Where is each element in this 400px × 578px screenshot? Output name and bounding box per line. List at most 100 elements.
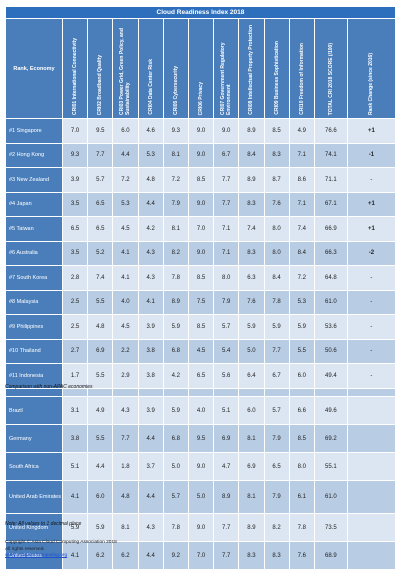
score-cell: 8.1 [112,513,139,542]
score-cell: 4.4 [137,480,164,514]
score-cell: 6.8 [162,338,189,364]
column-header: CRI07 Government Regulatory Environment [213,18,240,119]
total-score-cell: 49.4 [313,363,348,389]
score-cell: 4.6 [137,118,164,144]
column-header: CRI03 Power Grid, Green Policy, and Sust… [112,18,139,119]
footer: Copyright © Asia Cloud Computing Associa… [5,540,117,560]
rank-change-cell-empty [346,452,396,481]
row-economy: #11 Indonesia [5,363,63,389]
score-cell: 4.0 [187,396,215,425]
table-row: #7 South Korea 2.8 7.4 4.1 4.3 7.8 8.5 8.0 6.3 8.… [5,265,396,291]
score-cell: 6.0 [288,363,315,389]
column-header-label: CRI04 Data Center Risk [147,59,154,115]
row-economy: #10 Thailand [5,338,63,364]
score-cell: 7.5 [187,289,215,315]
column-header-label: CRI07 Government Regulatory Environment [220,42,233,115]
total-score-cell: 66.3 [313,240,348,266]
score-cell: 7.0 [187,541,215,570]
score-cell: 4.1 [112,240,139,266]
score-cell: 8.5 [288,424,315,453]
score-cell: 4.5 [112,314,139,340]
score-cell: 7.8 [263,289,290,315]
score-cell: 8.4 [238,142,265,168]
score-cell: 8.4 [263,265,290,291]
score-cell: 8.1 [162,216,189,242]
score-cell: 8.1 [238,480,265,514]
rank-change-cell: -1 [346,142,396,168]
score-cell: 7.4 [288,216,315,242]
column-header: CRI08 Intellectual Property Protection [238,18,265,119]
score-cell: 8.5 [187,265,215,291]
score-cell: 5.5 [87,289,114,315]
score-cell: 4.5 [112,216,139,242]
score-cell: 8.5 [187,314,215,340]
score-cell: 8.1 [238,424,265,453]
total-score-cell: 50.6 [313,338,348,364]
score-cell: 7.4 [238,216,265,242]
column-header: TOTAL CRI 2018 SCORE (/100) [313,18,348,119]
column-header-label: CRI01 International Connectivity [72,38,79,115]
score-cell: 5.7 [162,480,189,514]
table-row: #2 Hong Kong 9.3 7.7 4.4 5.3 8.1 9.0 6.7 8.4 8.3 7… [5,142,396,168]
score-cell: 2.9 [112,363,139,389]
score-cell: 7.8 [288,513,315,542]
score-cell: 6.9 [87,338,114,364]
score-cell: 5.3 [137,142,164,168]
column-header: Rank Change (since 2016) [346,18,396,119]
column-header-label: CRI10 Freedom of Information [298,43,305,115]
header-row: Rank, Economy CRI01 International Connec… [5,18,396,119]
total-score-cell: 71.1 [313,167,348,193]
comparison-row: United Arab Emirates 4.1 6.0 4.8 4.4 5.7 5.0 8.… [5,480,396,514]
score-cell: 7.0 [187,216,215,242]
table-row: #5 Taiwan 6.5 6.5 4.5 4.2 8.1 7.0 7.1 7.4 8.0 7.4 6… [5,216,396,242]
rank-change-cell-empty [346,480,396,514]
score-cell: 6.4 [238,363,265,389]
score-cell: 5.5 [87,424,114,453]
score-cell: 3.5 [61,240,89,266]
score-cell: 8.1 [162,142,189,168]
column-header-label: CRI05 Cybersecurity [172,66,179,115]
score-cell: 7.1 [213,240,240,266]
score-cell: 4.2 [137,216,164,242]
score-cell: 9.3 [162,118,189,144]
score-cell: 8.0 [263,216,290,242]
score-cell: 5.9 [162,314,189,340]
score-cell: 7.4 [87,265,114,291]
score-cell: 9.5 [87,118,114,144]
score-cell: 4.3 [112,396,139,425]
note: Note: All values to 1 decimal place [5,521,82,527]
row-economy: #2 Hong Kong [5,142,63,168]
total-score-cell: 66.9 [313,216,348,242]
comparison-caption: Comparison with non-APAC economies [5,384,93,390]
column-header: CRI04 Data Center Risk [137,18,164,119]
total-score-cell: 73.5 [313,513,348,542]
score-cell: 5.9 [87,513,114,542]
score-cell: 8.4 [288,240,315,266]
score-cell: 7.7 [213,541,240,570]
score-cell: 1.8 [112,452,139,481]
score-cell: 7.7 [263,338,290,364]
column-header: CRI09 Business Sophistication [263,18,290,119]
score-cell: 6.7 [213,142,240,168]
score-cell: 3.9 [61,167,89,193]
total-score-cell: 69.2 [313,424,348,453]
score-cell: 7.7 [213,167,240,193]
score-cell: 5.3 [288,289,315,315]
column-header: CRI05 Cybersecurity [162,18,189,119]
score-cell: 6.6 [288,396,315,425]
score-cell: 4.9 [87,396,114,425]
score-cell: 4.4 [87,452,114,481]
comparison-body: Brazil 3.1 4.9 4.3 3.9 5.9 4.0 5.1 6.0 5.7 6.6 49.6… [5,396,396,570]
score-cell: 8.7 [263,167,290,193]
score-cell: 8.0 [263,240,290,266]
score-cell: 6.2 [87,541,114,570]
total-score-cell: 64.8 [313,265,348,291]
website-link[interactable]: www.asiacloudcomputing.org [5,553,68,558]
row-economy: South Africa [5,452,63,481]
total-score-cell: 61.0 [313,289,348,315]
score-cell: 6.5 [263,452,290,481]
score-cell: 7.7 [87,142,114,168]
score-cell: 6.8 [162,424,189,453]
score-cell: 6.5 [61,216,89,242]
score-cell: 7.1 [213,216,240,242]
